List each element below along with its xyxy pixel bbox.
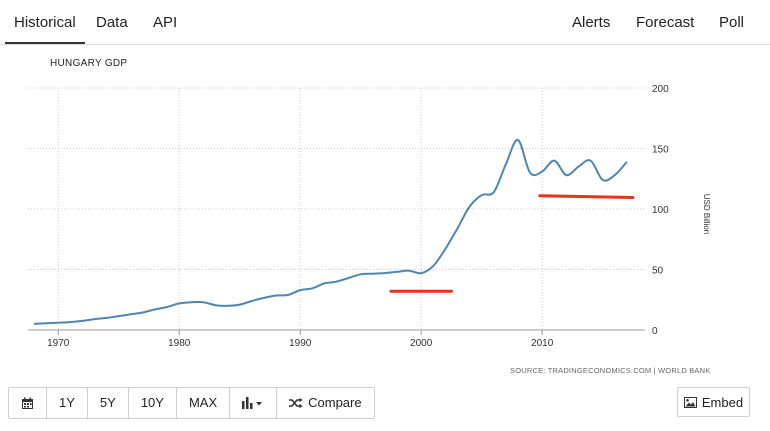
image-icon [683, 396, 697, 408]
calendar-icon [22, 397, 33, 409]
y-tick-label: 50 [652, 266, 664, 277]
range-5y-button[interactable]: 5Y [86, 388, 128, 418]
x-tick-label: 1970 [47, 338, 70, 349]
tab-bar: Historical Data API Alerts Forecast Poll [0, 0, 770, 45]
tab-data[interactable]: Data [96, 14, 128, 31]
x-tick-label: 2000 [410, 338, 433, 349]
y-tick-label: 0 [652, 326, 658, 337]
chart-source: SOURCE: TRADINGECONOMICS.COM | WORLD BAN… [510, 366, 711, 375]
chart-toolbar: 1Y 5Y 10Y MAX Compare [8, 387, 375, 419]
tab-api[interactable]: API [153, 14, 178, 31]
tab-poll[interactable]: Poll [719, 14, 745, 31]
y-axis-label: USD Billion [702, 194, 711, 234]
chart-type-dropdown[interactable] [229, 388, 277, 418]
series-line [33, 139, 628, 325]
bar-chart-icon [242, 397, 263, 409]
annotation-line [538, 194, 635, 200]
chart-title: HUNGARY GDP [50, 58, 128, 69]
compare-button[interactable]: Compare [276, 388, 374, 418]
range-max-button[interactable]: MAX [175, 388, 230, 418]
range-10y-button[interactable]: 10Y [127, 388, 176, 418]
y-tick-label: 200 [652, 84, 669, 95]
range-1y-button[interactable]: 1Y [46, 388, 87, 418]
y-tick-label: 150 [652, 145, 669, 156]
tab-historical[interactable]: Historical [5, 14, 85, 44]
x-tick-label: 2010 [531, 338, 554, 349]
y-tick-label: 100 [652, 205, 669, 216]
caret-down-icon [256, 402, 263, 406]
calendar-button[interactable] [9, 388, 46, 418]
embed-label: Embed [701, 394, 744, 410]
shuffle-icon [289, 397, 303, 409]
compare-label: Compare [308, 395, 362, 410]
tab-forecast[interactable]: Forecast [636, 14, 695, 31]
x-tick-label: 1990 [289, 338, 312, 349]
tab-alerts[interactable]: Alerts [572, 14, 611, 31]
embed-button[interactable]: Embed [677, 387, 750, 417]
x-tick-label: 1980 [168, 338, 191, 349]
